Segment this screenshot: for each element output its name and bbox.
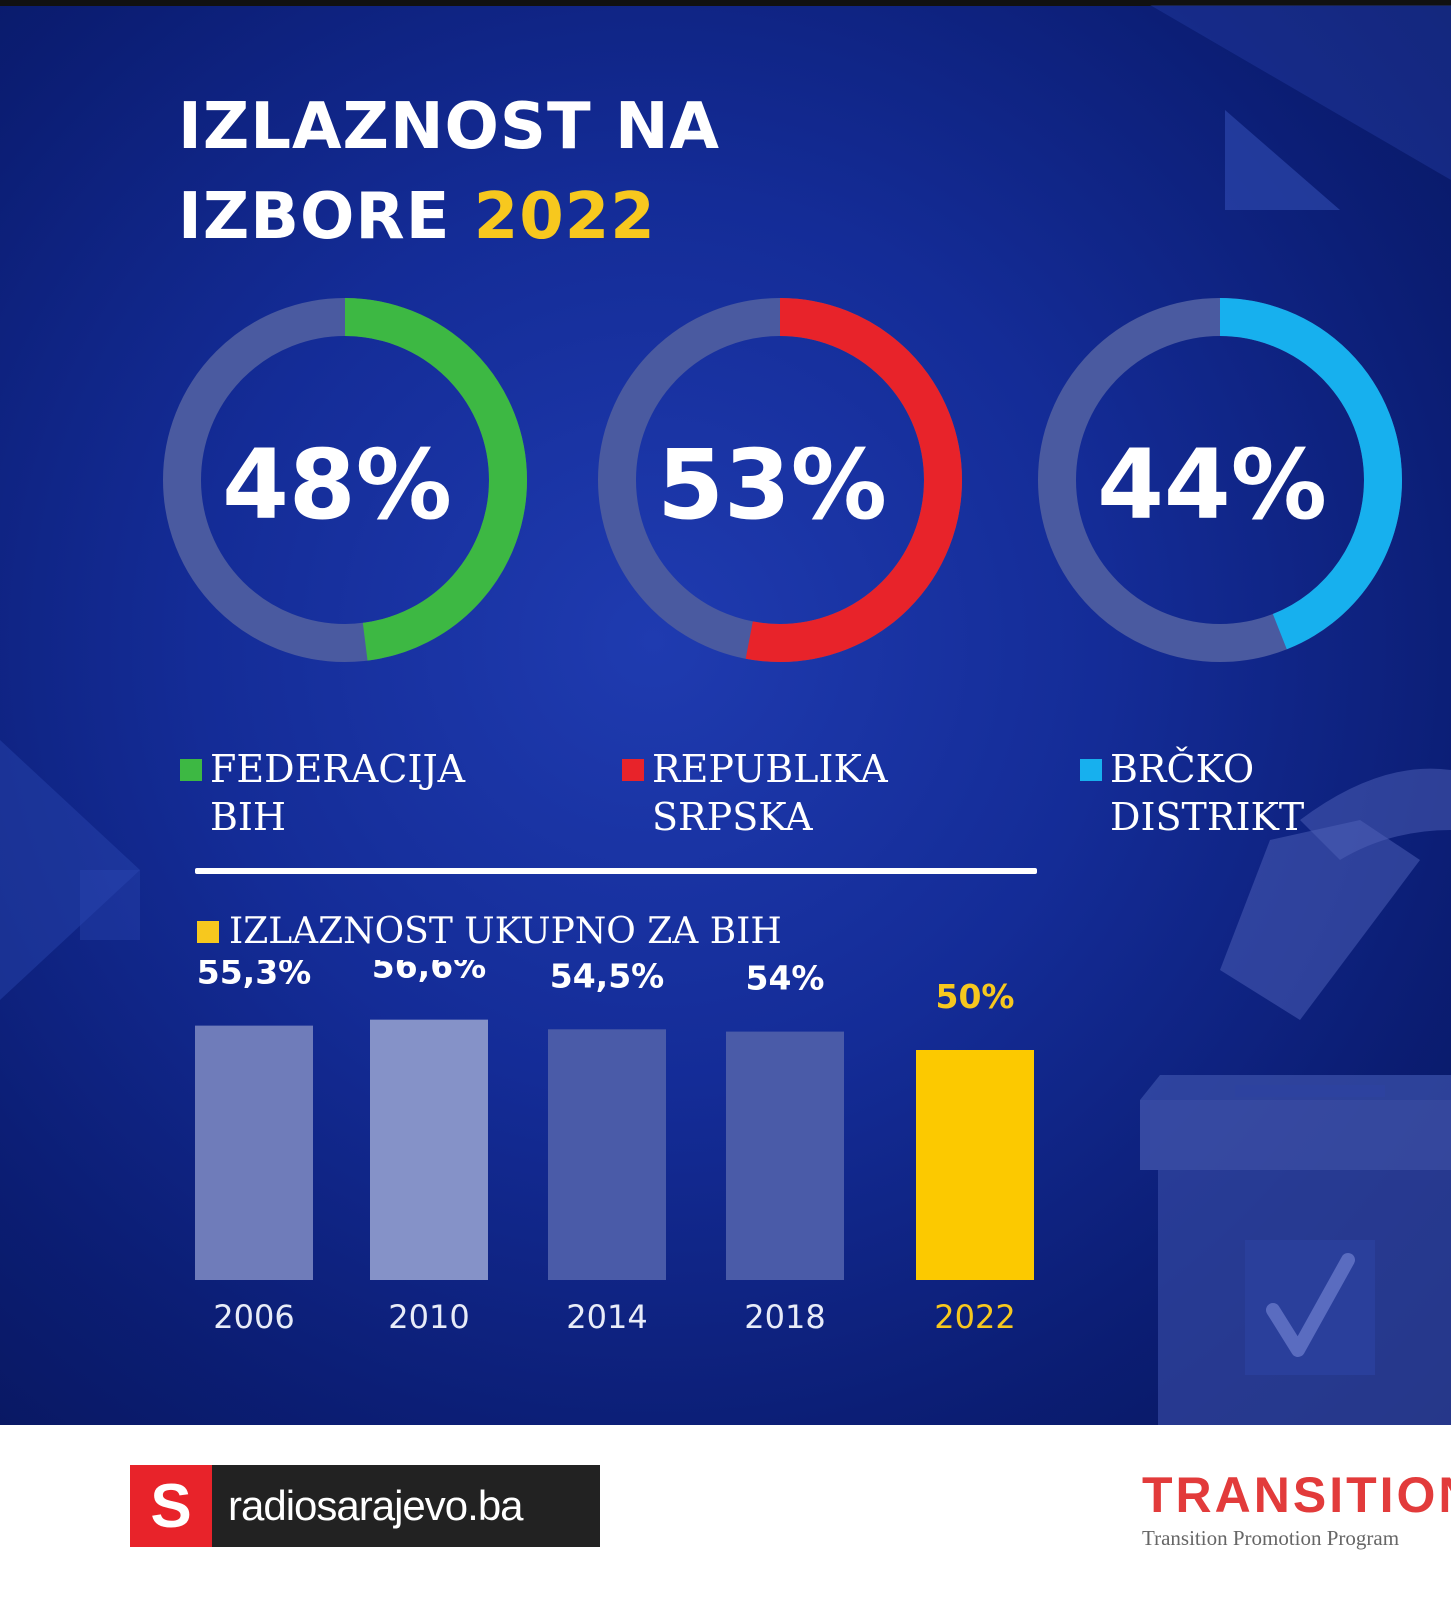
logo-letter: S xyxy=(130,1465,212,1547)
logo-site-name: radiosarajevo.ba xyxy=(228,1482,524,1529)
legend-label-republika-line-1: REPUBLIKA xyxy=(652,747,888,791)
legend-label-federacija-line-1: FEDERACIJA xyxy=(210,747,466,791)
page-title: IZLAZNOST NA IZBORE 2022 xyxy=(178,82,720,262)
donut-value-republika: 53% xyxy=(657,429,887,541)
legend-item-republika: REPUBLIKA SRPSKA xyxy=(622,745,888,841)
bar-label-2022: 2022 xyxy=(934,1298,1015,1336)
infographic-background: IZLAZNOST NA IZBORE 2022 48% 53% 44% FEDER… xyxy=(0,0,1451,1425)
donut-arc-federacija xyxy=(163,298,527,662)
ballot-box-icon xyxy=(1140,1075,1451,1425)
transition-tagline: Transition Promotion Program xyxy=(1142,1526,1400,1550)
legend-item-federacija: FEDERACIJA BIH xyxy=(180,745,465,841)
legend-item-brcko: BRČKO DISTRIKT xyxy=(1080,745,1304,841)
bar-2022 xyxy=(916,1050,1034,1280)
top-bar xyxy=(0,0,1451,6)
bar-label-2010: 2010 xyxy=(388,1298,469,1336)
legend-swatch-republika xyxy=(622,759,644,781)
bar-label-2018: 2018 xyxy=(744,1298,825,1336)
legend-label-republika-line-2: SRPSKA xyxy=(652,795,813,839)
bar-chart: 55,3% 2006 56,6% 2010 54,5% 2014 54% 2018 50% 202… xyxy=(195,960,1034,1336)
bar-2010 xyxy=(370,1019,488,1280)
legend-label-brcko-line-1: BRČKO xyxy=(1110,747,1255,791)
donut-arc-brcko xyxy=(1038,298,1402,662)
title-line-1: IZLAZNOST NA xyxy=(178,90,721,164)
donut-value-brcko: 44% xyxy=(1097,429,1327,541)
donut-arc-republika xyxy=(598,298,962,662)
bar-value-2018: 54% xyxy=(746,960,825,998)
bar-value-2006: 55,3% xyxy=(197,960,312,992)
bar-chart-title-text: IZLAZNOST UKUPNO ZA BIH xyxy=(229,911,782,952)
donut-value-federacija: 48% xyxy=(222,429,452,541)
bar-2018 xyxy=(726,1031,844,1280)
legend-swatch-brcko xyxy=(1080,759,1102,781)
bar-label-2006: 2006 xyxy=(213,1298,294,1336)
bar-value-2022: 50% xyxy=(936,977,1015,1016)
bar-chart-title-swatch xyxy=(197,921,219,943)
transition-brand: TRANSITION xyxy=(1142,1467,1451,1523)
bar-value-2010: 56,6% xyxy=(372,960,487,986)
title-year: 2022 xyxy=(473,180,656,254)
divider xyxy=(195,868,1037,874)
radiosarajevo-logo[interactable]: S radiosarajevo.ba xyxy=(130,1465,600,1547)
legend-swatch-federacija xyxy=(180,759,202,781)
bar-2006 xyxy=(195,1025,313,1280)
decorative-shapes xyxy=(0,5,1451,1020)
title-line-2: IZBORE xyxy=(178,180,451,254)
legend-label-brcko-line-2: DISTRIKT xyxy=(1110,795,1305,839)
legend-label-federacija-line-2: BIH xyxy=(210,795,287,839)
bar-2014 xyxy=(548,1029,666,1280)
bar-value-2014: 54,5% xyxy=(550,960,665,995)
donut-charts: 48% 53% 44% xyxy=(163,298,1402,662)
bar-label-2014: 2014 xyxy=(566,1298,647,1336)
bar-chart-title: IZLAZNOST UKUPNO ZA BIH xyxy=(197,910,782,954)
footer: S radiosarajevo.ba TRANSITION Transition… xyxy=(0,1425,1451,1600)
transition-logo: TRANSITION Transition Promotion Program xyxy=(1142,1467,1451,1553)
